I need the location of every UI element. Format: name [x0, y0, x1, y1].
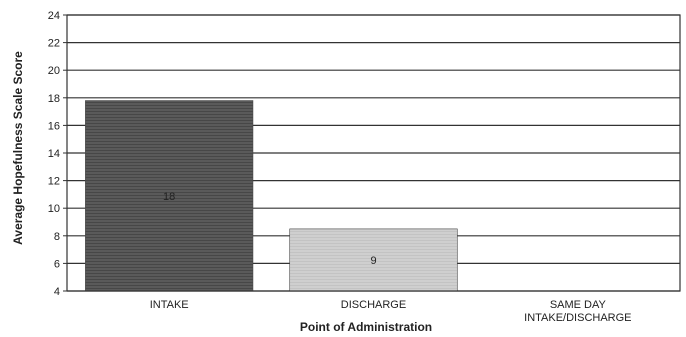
y-tick-label: 20: [48, 65, 60, 77]
y-tick-label: 16: [48, 120, 60, 132]
bar-data-label: 9: [370, 255, 376, 267]
y-tick-label: 8: [54, 231, 60, 243]
y-tick-label: 14: [48, 148, 60, 160]
x-category-label: INTAKE: [150, 299, 189, 311]
y-tick-label: 18: [48, 93, 60, 105]
bar: [85, 100, 254, 292]
y-tick-label: 24: [48, 10, 60, 22]
bar-data-label: 18: [163, 191, 175, 203]
bar: [289, 228, 458, 292]
x-category-label: SAME DAY INTAKE/DISCHARGE: [524, 299, 631, 324]
y-tick-label: 4: [54, 286, 60, 298]
y-tick-label: 22: [48, 38, 60, 50]
y-axis-label: Average Hopefulness Scale Score: [11, 51, 25, 245]
y-tick-label: 6: [54, 258, 60, 270]
x-axis-categories: INTAKE DISCHARGE SAME DAY INTAKE/DISCHARGE: [150, 299, 632, 324]
y-tick-label: 10: [48, 203, 60, 215]
y-tick-label: 12: [48, 176, 60, 188]
x-axis-label: Point of Administration: [300, 320, 432, 334]
y-axis-ticks: 4 6 8 10 12 14 16 18 20 22 24: [48, 10, 67, 298]
x-category-label: DISCHARGE: [341, 299, 406, 311]
bars: 18 9: [85, 100, 458, 292]
